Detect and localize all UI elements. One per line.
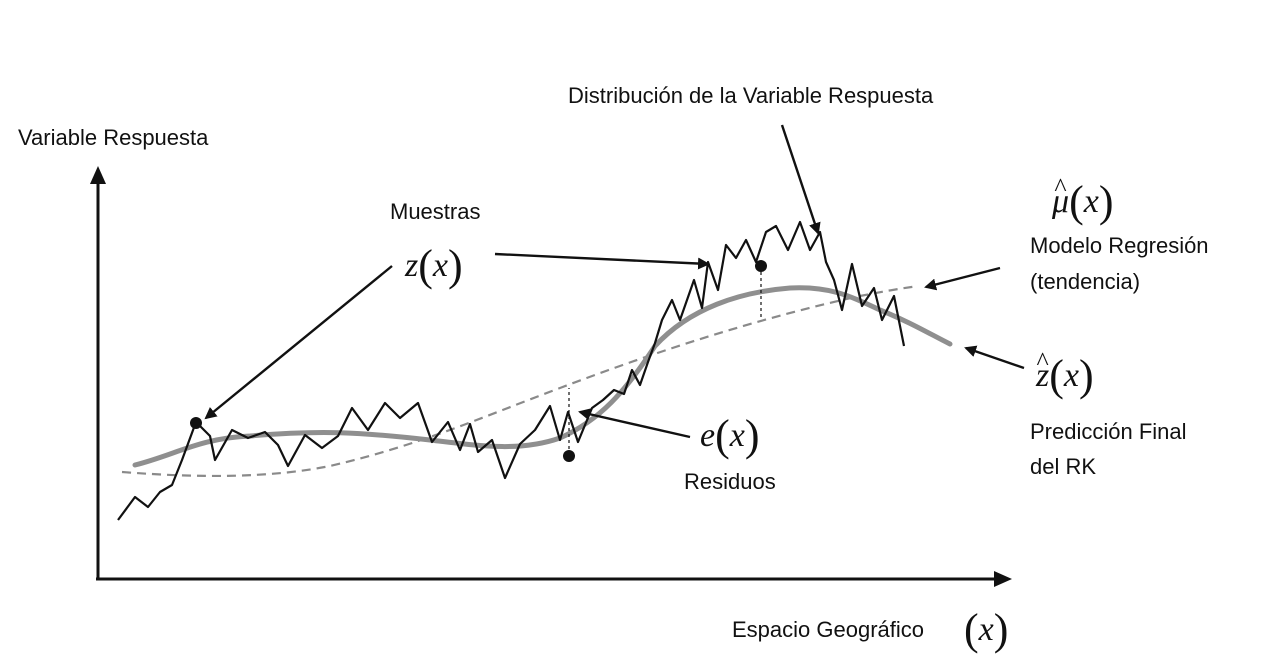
final-prediction-curve — [132, 285, 953, 468]
arrow-samples-right — [494, 252, 710, 270]
y-axis-label: Variable Respuesta — [18, 125, 209, 150]
y-axis-arrow-icon — [90, 166, 106, 184]
final-label-line2: del RK — [1030, 454, 1097, 479]
trend-label-line1: Modelo Regresión — [1030, 233, 1209, 258]
arrow-samples-left — [204, 265, 393, 420]
z-hat-formula: z(x) — [1036, 354, 1094, 398]
residuals-label: Residuos — [684, 469, 776, 494]
x-axis-arrow-icon — [994, 571, 1012, 587]
trend-label-line2: (tendencia) — [1030, 269, 1141, 294]
samples-line — [117, 220, 906, 521]
x-axis-label: Espacio Geográfico — [732, 617, 924, 642]
samples-label: Muestras — [390, 199, 481, 224]
sample-dot-icon — [755, 260, 767, 272]
arrow-distribution — [780, 124, 821, 235]
distribution-label: Distribución de la Variable Respuesta — [568, 83, 934, 108]
x-axis-formula: (x) — [964, 605, 1009, 654]
arrow-residuals — [578, 408, 691, 439]
final-label-line1: Predicción Final — [1030, 419, 1187, 444]
mu-hat-formula: μ(x) — [1052, 180, 1113, 224]
arrow-final — [964, 345, 1025, 370]
arrow-trend — [924, 266, 1001, 291]
e-of-x-formula: e(x) — [700, 411, 760, 460]
sample-dot-icon — [190, 417, 202, 429]
sample-dot-icon — [563, 450, 575, 462]
z-of-x-formula: z(x) — [405, 241, 463, 290]
